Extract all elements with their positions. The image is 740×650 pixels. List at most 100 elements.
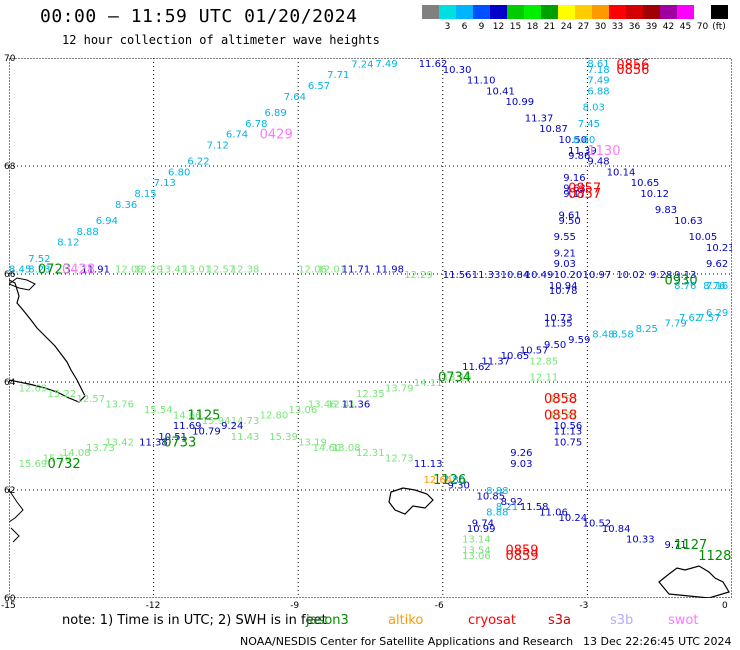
wave-height-value: 10.14 <box>607 167 636 178</box>
pass-time-label: 0859 <box>505 543 538 558</box>
wave-height-value: 11.33 <box>472 270 501 281</box>
wave-height-value: 8.48 <box>592 329 614 340</box>
pass-time-label: 0859 <box>505 549 538 564</box>
wave-height-value: 9.24 <box>221 421 243 432</box>
wave-height-value: 10.05 <box>689 232 718 243</box>
wave-height-value: 12.29 <box>134 265 163 276</box>
wave-height-value: 12.08 <box>115 265 144 276</box>
longitude-label: -15 <box>1 601 16 611</box>
wave-height-value: 8.88 <box>486 508 508 519</box>
legend-swatch <box>456 5 473 19</box>
credit-text: NOAA/NESDIS Center for Satellite Applica… <box>240 635 574 648</box>
wave-height-value: 13.79 <box>385 383 414 394</box>
iceland-north-coast <box>9 277 36 291</box>
wave-height-value: 9.55 <box>554 232 576 243</box>
wave-height-value: 9.30 <box>448 481 470 492</box>
wave-height-value: 12.29 <box>404 270 433 281</box>
legend-swatch <box>558 5 575 19</box>
pass-time-label: 1130 <box>587 144 620 159</box>
wave-height-value: 12.35 <box>356 389 385 400</box>
wave-height-value: 13.46 <box>308 400 337 411</box>
wave-height-value: 9.50 <box>558 216 580 227</box>
satellite-label: altiko <box>388 613 424 628</box>
wave-height-value: 10.50 <box>558 135 587 146</box>
satellite-label: jason3 <box>306 613 349 628</box>
wave-height-value: 11.13 <box>554 427 583 438</box>
wave-height-value: 12.57 <box>76 394 105 405</box>
wave-height-value: 11.58 <box>520 502 549 513</box>
longitude-label: -12 <box>145 601 161 611</box>
wave-height-value: 9.13 <box>674 270 696 281</box>
longitude-label: -9 <box>290 601 300 611</box>
wave-height-value: 12.85 <box>530 356 559 367</box>
wave-height-value: 9.62 <box>706 259 728 270</box>
wave-height-value: 13.42 <box>105 437 134 448</box>
longitude-label: -6 <box>434 601 444 611</box>
wave-height-value: 9.17 <box>563 189 585 200</box>
wave-height-value: 10.49 <box>525 270 554 281</box>
wave-height-value: 10.78 <box>549 286 578 297</box>
latitude-label: 60 <box>4 594 16 604</box>
wave-height-value: 11.13 <box>414 459 443 470</box>
wave-height-value: 6.78 <box>245 119 267 130</box>
wave-height-value: 12.41 <box>327 400 356 411</box>
wave-height-value: 7.80 <box>443 475 465 486</box>
wave-height-value: 8.92 <box>501 497 523 508</box>
pass-time-label: 0857 <box>568 182 601 197</box>
wave-height-value: 10.97 <box>583 270 612 281</box>
wave-height-value: 8.88 <box>76 227 98 238</box>
southeast-iceland-coast <box>9 489 24 543</box>
legend-label: 6 <box>461 22 468 32</box>
wave-height-value: 13.08 <box>332 443 361 454</box>
wave-height-value: 8.76 <box>674 281 696 292</box>
wave-height-value: 15.94 <box>202 416 231 427</box>
wave-height-value: 10.02 <box>616 270 645 281</box>
latitude-label: 66 <box>4 270 16 280</box>
legend-swatch <box>609 5 626 19</box>
legend-swatch <box>575 5 592 19</box>
wave-height-value: 13.14 <box>462 535 491 546</box>
wave-height-value: 11.43 <box>231 432 260 443</box>
wave-height-value: 6.88 <box>587 86 609 97</box>
pass-time-label: 0858 <box>544 392 577 407</box>
legend-label: 39 <box>645 22 658 32</box>
pass-time-label: 1128 <box>698 549 731 564</box>
wave-height-values: 8.457.528.128.886.948.368.157.136.806.22… <box>9 59 732 562</box>
satellite-label: s3b <box>610 613 634 628</box>
wave-height-value: 15.39 <box>269 432 298 443</box>
wave-height-value: 7.16 <box>706 281 728 292</box>
pass-time-label: 0734 <box>438 371 471 386</box>
wave-height-value: 11.62 <box>419 59 448 70</box>
wave-height-value: 12.06 <box>298 265 327 276</box>
wave-height-value: 6.57 <box>308 81 330 92</box>
legend-label: 15 <box>509 22 522 32</box>
wave-height-value: 7.57 <box>698 313 720 324</box>
legend-swatch <box>592 5 609 19</box>
iceland-east-coast <box>9 279 86 403</box>
wave-height-value: 8.03 <box>583 103 605 114</box>
wave-height-value: 12.11 <box>530 373 559 384</box>
wave-height-value: 9.86 <box>568 151 590 162</box>
wave-height-value: 14.11 <box>414 378 443 389</box>
wave-height-value: 12.57 <box>207 265 236 276</box>
pass-time-label: 0930 <box>665 273 698 288</box>
wave-height-value: 11.36 <box>342 400 371 411</box>
wave-height-value: 12.69 <box>19 383 48 394</box>
land-outlines <box>9 277 730 598</box>
wave-height-value: 11.69 <box>173 421 202 432</box>
wave-height-value: 9.26 <box>510 448 532 459</box>
wave-height-value: 9.59 <box>568 335 590 346</box>
pass-time-label: 1125 <box>187 408 220 423</box>
wave-height-value: 9.16 <box>563 173 585 184</box>
wave-height-value: 8.60 <box>573 135 595 146</box>
legend-swatch <box>439 5 456 19</box>
wave-height-value: 10.41 <box>486 86 515 97</box>
wave-height-value: 12.80 <box>260 410 289 421</box>
legend-swatch <box>677 5 694 19</box>
legend-label: 30 <box>594 22 607 32</box>
pass-time-label: 0858 <box>544 408 577 423</box>
wave-height-value: 11.56 <box>443 270 472 281</box>
wave-height-value: 10.56 <box>554 421 583 432</box>
